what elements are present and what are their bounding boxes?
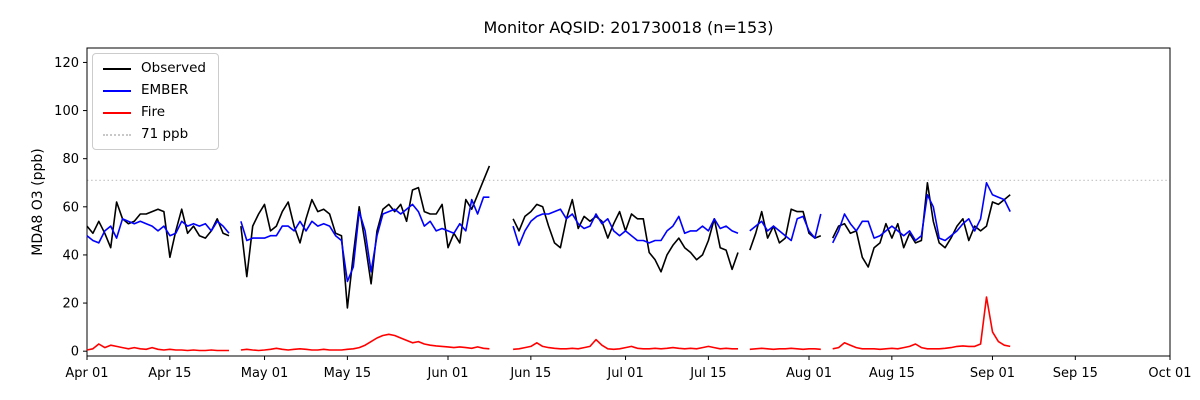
legend: Observed EMBER Fire 71 ppb (92, 53, 219, 150)
x-tick-label: Jun 15 (509, 366, 551, 381)
series-fire (749, 347, 821, 351)
y-tick-label: 20 (62, 297, 79, 312)
legend-item-observed: Observed (103, 61, 206, 76)
series-ember (240, 196, 490, 283)
x-tick-label: Jul 01 (606, 366, 643, 381)
x-tick-label: Jul 15 (689, 366, 726, 381)
x-tick-label: Apr 15 (148, 366, 191, 381)
fire-line-sample (103, 111, 131, 114)
chart-title: Monitor AQSID: 201730018 (n=153) (483, 18, 774, 37)
legend-item-ember: EMBER (103, 83, 206, 98)
series-observed (749, 208, 822, 251)
series-ember (831, 182, 1011, 244)
series-observed (831, 182, 1011, 268)
series-ember (749, 213, 822, 242)
legend-label-observed: Observed (141, 60, 206, 76)
y-tick-label: 40 (62, 248, 79, 263)
y-tick-label: 0 (71, 345, 79, 360)
observed-line-sample (103, 67, 131, 70)
x-tick-label: Aug 01 (786, 366, 832, 381)
x-tick-label: Sep 15 (1053, 366, 1098, 381)
x-tick-label: Oct 01 (1148, 366, 1191, 381)
y-tick-label: 80 (62, 152, 79, 167)
legend-item-71ppb: 71 ppb (103, 127, 206, 142)
x-tick-label: Sep 01 (970, 366, 1015, 381)
series-observed (512, 198, 739, 273)
x-tick-label: May 15 (324, 366, 372, 381)
axes-border (86, 47, 1171, 357)
legend-label-fire: Fire (141, 104, 166, 120)
legend-label-71ppb: 71 ppb (141, 126, 189, 142)
reference-line-sample (103, 133, 131, 136)
series-fire (513, 338, 738, 351)
series-fire (86, 343, 229, 352)
y-axis-label: MDA8 O3 (ppb) (30, 148, 46, 256)
x-tick-label: Aug 15 (869, 366, 915, 381)
y-tick-label: 120 (54, 56, 79, 71)
series-observed (86, 201, 230, 259)
legend-label-ember: EMBER (141, 82, 189, 98)
series-fire (240, 333, 490, 352)
x-tick-label: May 01 (241, 366, 289, 381)
ember-line-sample (103, 89, 131, 92)
y-tick-label: 100 (54, 104, 79, 119)
legend-item-fire: Fire (103, 105, 206, 120)
series-ember (86, 218, 230, 244)
x-tick-label: Apr 01 (65, 366, 108, 381)
series-observed (240, 165, 491, 309)
series-ember (512, 208, 739, 247)
y-tick-label: 60 (62, 200, 79, 215)
x-tick-label: Jun 01 (427, 366, 469, 381)
series-fire (832, 296, 1011, 351)
